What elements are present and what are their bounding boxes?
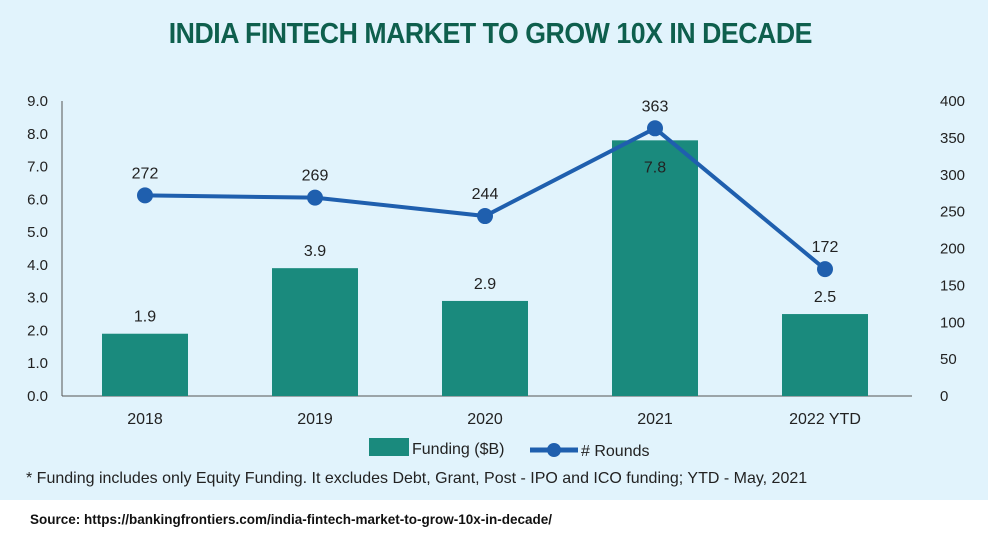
- bar-data-label: 1.9: [134, 309, 156, 326]
- rounds-point: [817, 261, 833, 278]
- left-tick-label: 3.0: [27, 290, 48, 307]
- right-tick-label: 200: [940, 241, 965, 258]
- left-tick-label: 9.0: [27, 93, 48, 110]
- rounds-point: [137, 187, 153, 204]
- rounds-point: [477, 208, 493, 225]
- bar-data-label: 3.9: [304, 243, 326, 260]
- left-tick-label: 7.0: [27, 159, 48, 176]
- bar-data-label: 7.8: [644, 159, 666, 176]
- left-tick-label: 0.0: [27, 388, 48, 405]
- line-data-label: 269: [302, 168, 329, 185]
- line-data-label: 272: [132, 165, 159, 182]
- source-line: Source: https://bankingfrontiers.com/ind…: [30, 512, 553, 527]
- bar: [612, 140, 698, 396]
- right-tick-label: 150: [940, 277, 965, 294]
- line-data-label: 172: [812, 239, 839, 256]
- right-tick-label: 250: [940, 204, 965, 221]
- bar-data-label: 2.5: [814, 289, 836, 306]
- chart-title: INDIA FINTECH MARKET TO GROW 10X IN DECA…: [168, 18, 813, 50]
- x-tick-label: 2018: [127, 411, 163, 428]
- right-tick-label: 350: [940, 130, 965, 147]
- left-tick-label: 1.0: [27, 355, 48, 372]
- right-tick-label: 0: [940, 388, 948, 405]
- rounds-point: [307, 189, 323, 206]
- legend-bar-label: Funding ($B): [412, 441, 505, 458]
- line-data-label: 244: [472, 186, 499, 203]
- left-tick-label: 8.0: [27, 126, 48, 143]
- legend-line-label: # Rounds: [581, 443, 650, 460]
- line-data-label: 363: [642, 98, 669, 115]
- rounds-point: [647, 120, 663, 137]
- legend-line-marker: [547, 443, 561, 457]
- right-tick-label: 50: [940, 351, 957, 368]
- bar: [272, 268, 358, 396]
- x-tick-label: 2022 YTD: [789, 411, 861, 428]
- bar: [442, 300, 528, 396]
- right-tick-label: 300: [940, 167, 965, 184]
- right-tick-label: 100: [940, 314, 965, 331]
- x-tick-label: 2020: [467, 411, 503, 428]
- left-tick-label: 5.0: [27, 224, 48, 241]
- bar: [102, 333, 188, 396]
- chart-panel: [0, 0, 988, 500]
- footnote: * Funding includes only Equity Funding. …: [26, 470, 808, 487]
- right-tick-label: 400: [940, 93, 965, 110]
- left-tick-label: 4.0: [27, 257, 48, 274]
- x-tick-label: 2021: [637, 411, 673, 428]
- chart: 0.0 1.0 2.0 3.0 4.0 5.0 6.0 7.0 8.0 9.0 0 50 100 150 2…: [27, 93, 965, 460]
- bar: [782, 314, 868, 396]
- x-tick-label: 2019: [297, 411, 333, 428]
- left-tick-label: 6.0: [27, 191, 48, 208]
- left-tick-label: 2.0: [27, 322, 48, 339]
- legend-bar-swatch: [369, 438, 409, 456]
- bar-data-label: 2.9: [474, 276, 496, 293]
